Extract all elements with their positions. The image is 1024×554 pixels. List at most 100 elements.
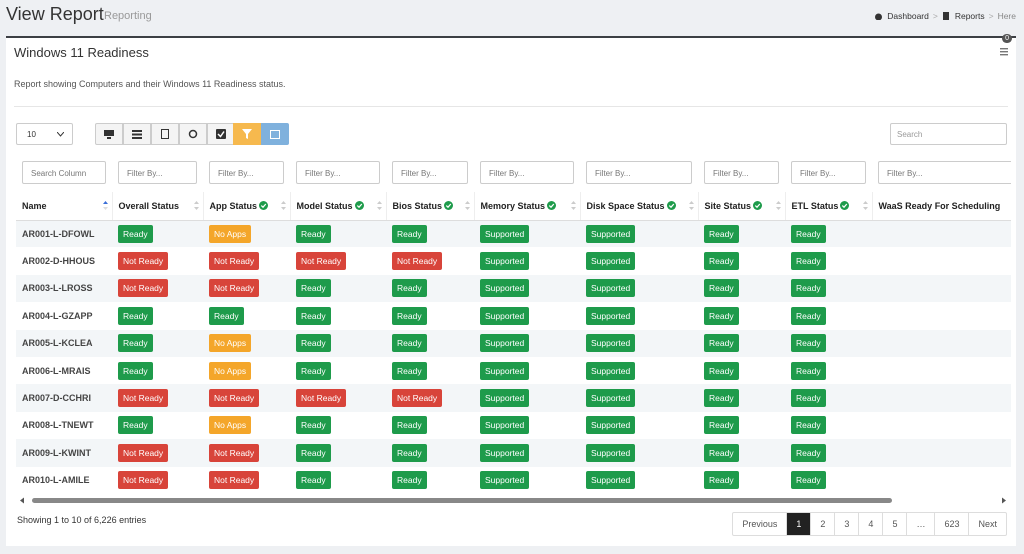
page-length-select[interactable]: 10 bbox=[16, 123, 73, 145]
cell: Ready bbox=[290, 274, 386, 303]
separator: > bbox=[988, 11, 994, 21]
status-badge: Ready bbox=[392, 361, 427, 380]
sort-arrows bbox=[775, 201, 781, 210]
column-header[interactable]: Name bbox=[16, 192, 113, 221]
cell: Ready bbox=[386, 357, 474, 384]
status-badge: Ready bbox=[791, 279, 826, 298]
check-icon bbox=[259, 200, 269, 210]
status-badge: Supported bbox=[480, 306, 530, 325]
search-input[interactable]: Search bbox=[890, 123, 1007, 145]
page-button[interactable]: Next bbox=[968, 513, 1006, 535]
cell: Ready bbox=[785, 329, 872, 357]
cell: Not Ready bbox=[112, 384, 203, 412]
column-header[interactable]: Memory Status bbox=[474, 192, 581, 221]
computer-name: AR005-L-KCLEA bbox=[22, 338, 93, 349]
button[interactable] bbox=[123, 123, 151, 145]
status-badge: Not Ready bbox=[118, 279, 169, 298]
button[interactable] bbox=[207, 123, 235, 145]
filter-cell: Filter By... bbox=[580, 154, 698, 192]
cell: Not Ready bbox=[203, 247, 290, 274]
status-badge: Supported bbox=[480, 416, 530, 435]
status-badge: Supported bbox=[480, 224, 530, 243]
page-button[interactable]: 2 bbox=[810, 513, 834, 535]
filter-input[interactable]: Filter By... bbox=[704, 161, 779, 184]
page-button[interactable]: 3 bbox=[834, 513, 858, 535]
status-badge: Ready bbox=[704, 279, 739, 298]
filter-input[interactable]: Filter By... bbox=[296, 161, 380, 184]
page-button[interactable]: 5 bbox=[882, 513, 906, 535]
column-header[interactable]: ETL Status bbox=[785, 192, 873, 221]
filter-input[interactable]: Filter By... bbox=[392, 161, 468, 184]
column-header[interactable]: App Status bbox=[203, 192, 291, 221]
page-subtitle: Reporting bbox=[104, 10, 152, 22]
filter-input[interactable]: Filter By... bbox=[878, 161, 1011, 184]
breadcrumb-item[interactable]: Reports bbox=[954, 11, 985, 21]
button[interactable] bbox=[95, 123, 123, 145]
cell bbox=[872, 274, 1011, 303]
computer-name: AR002-D-HHOUS bbox=[22, 256, 96, 267]
menu-icon[interactable] bbox=[1000, 48, 1008, 56]
status-badge: Ready bbox=[704, 224, 739, 243]
data-row: AR004-L-GZAPP Ready Ready Ready Ready Support… bbox=[16, 302, 1011, 329]
filter-cell: Filter By... bbox=[872, 154, 1011, 192]
button[interactable] bbox=[179, 123, 207, 145]
status-badge: Ready bbox=[392, 279, 427, 298]
cell: Ready bbox=[112, 357, 203, 384]
filter-input[interactable]: Filter By... bbox=[480, 161, 574, 184]
page-button[interactable]: 623 bbox=[934, 513, 968, 535]
status-badge: Ready bbox=[791, 443, 826, 462]
filter-input[interactable]: Search Column bbox=[22, 161, 106, 184]
page-title: View Report bbox=[6, 4, 104, 24]
cell bbox=[872, 247, 1011, 274]
status-badge: Ready bbox=[704, 252, 739, 271]
filter-cell: Filter By... bbox=[698, 154, 785, 192]
column-header[interactable]: WaaS Ready For Scheduling bbox=[872, 192, 1011, 221]
column-header[interactable]: Disk Space Status bbox=[580, 192, 699, 221]
cell: Ready bbox=[785, 274, 872, 303]
scrollbar[interactable] bbox=[20, 497, 1006, 504]
cell: Ready bbox=[386, 467, 474, 494]
badge: 0 bbox=[1002, 34, 1012, 43]
cell: AR005-L-KCLEA bbox=[16, 329, 112, 357]
cell: Ready bbox=[203, 302, 290, 329]
cell: Ready bbox=[386, 274, 474, 303]
column-header[interactable]: Site Status bbox=[698, 192, 786, 221]
status-badge: Supported bbox=[586, 443, 636, 462]
status-badge: Ready bbox=[392, 443, 427, 462]
cell bbox=[872, 384, 1011, 412]
filter-input[interactable]: Filter By... bbox=[791, 161, 866, 184]
filter-input[interactable]: Filter By... bbox=[586, 161, 692, 184]
page-button[interactable]: … bbox=[906, 513, 934, 535]
button[interactable] bbox=[151, 123, 179, 145]
page-button[interactable]: 1 bbox=[786, 513, 811, 535]
status-badge: No Apps bbox=[209, 224, 252, 243]
status-badge: Supported bbox=[480, 279, 530, 298]
button[interactable] bbox=[261, 123, 289, 145]
cell: Ready bbox=[386, 412, 474, 439]
cell: Ready bbox=[290, 467, 386, 494]
cell bbox=[872, 329, 1011, 357]
filter-cell: Search Column bbox=[16, 154, 112, 192]
cell: Ready bbox=[698, 302, 785, 329]
status-badge: No Apps bbox=[209, 334, 252, 353]
status-badge: Ready bbox=[296, 416, 331, 435]
cell bbox=[872, 467, 1011, 494]
column-header[interactable]: Overall Status bbox=[112, 192, 204, 221]
filter-input[interactable]: Filter By... bbox=[209, 161, 284, 184]
page-button[interactable]: 4 bbox=[858, 513, 882, 535]
status-badge: Ready bbox=[296, 279, 331, 298]
cell: Ready bbox=[112, 329, 203, 357]
column-header[interactable]: Bios Status bbox=[386, 192, 475, 221]
page-button[interactable]: Previous bbox=[742, 519, 778, 529]
status-badge: Ready bbox=[704, 443, 739, 462]
status-badge: Not Ready bbox=[209, 389, 260, 408]
filter-cell: Filter By... bbox=[203, 154, 290, 192]
cell: Ready bbox=[785, 467, 872, 494]
column-header[interactable]: Model Status bbox=[290, 192, 387, 221]
breadcrumb-item[interactable]: Dashboard bbox=[887, 11, 929, 21]
filter-input[interactable]: Filter By... bbox=[118, 161, 197, 184]
button[interactable] bbox=[233, 123, 261, 145]
separator: > bbox=[932, 11, 938, 21]
panel-title: Windows 11 Readiness bbox=[14, 45, 149, 60]
cell: Not Ready bbox=[203, 384, 290, 412]
